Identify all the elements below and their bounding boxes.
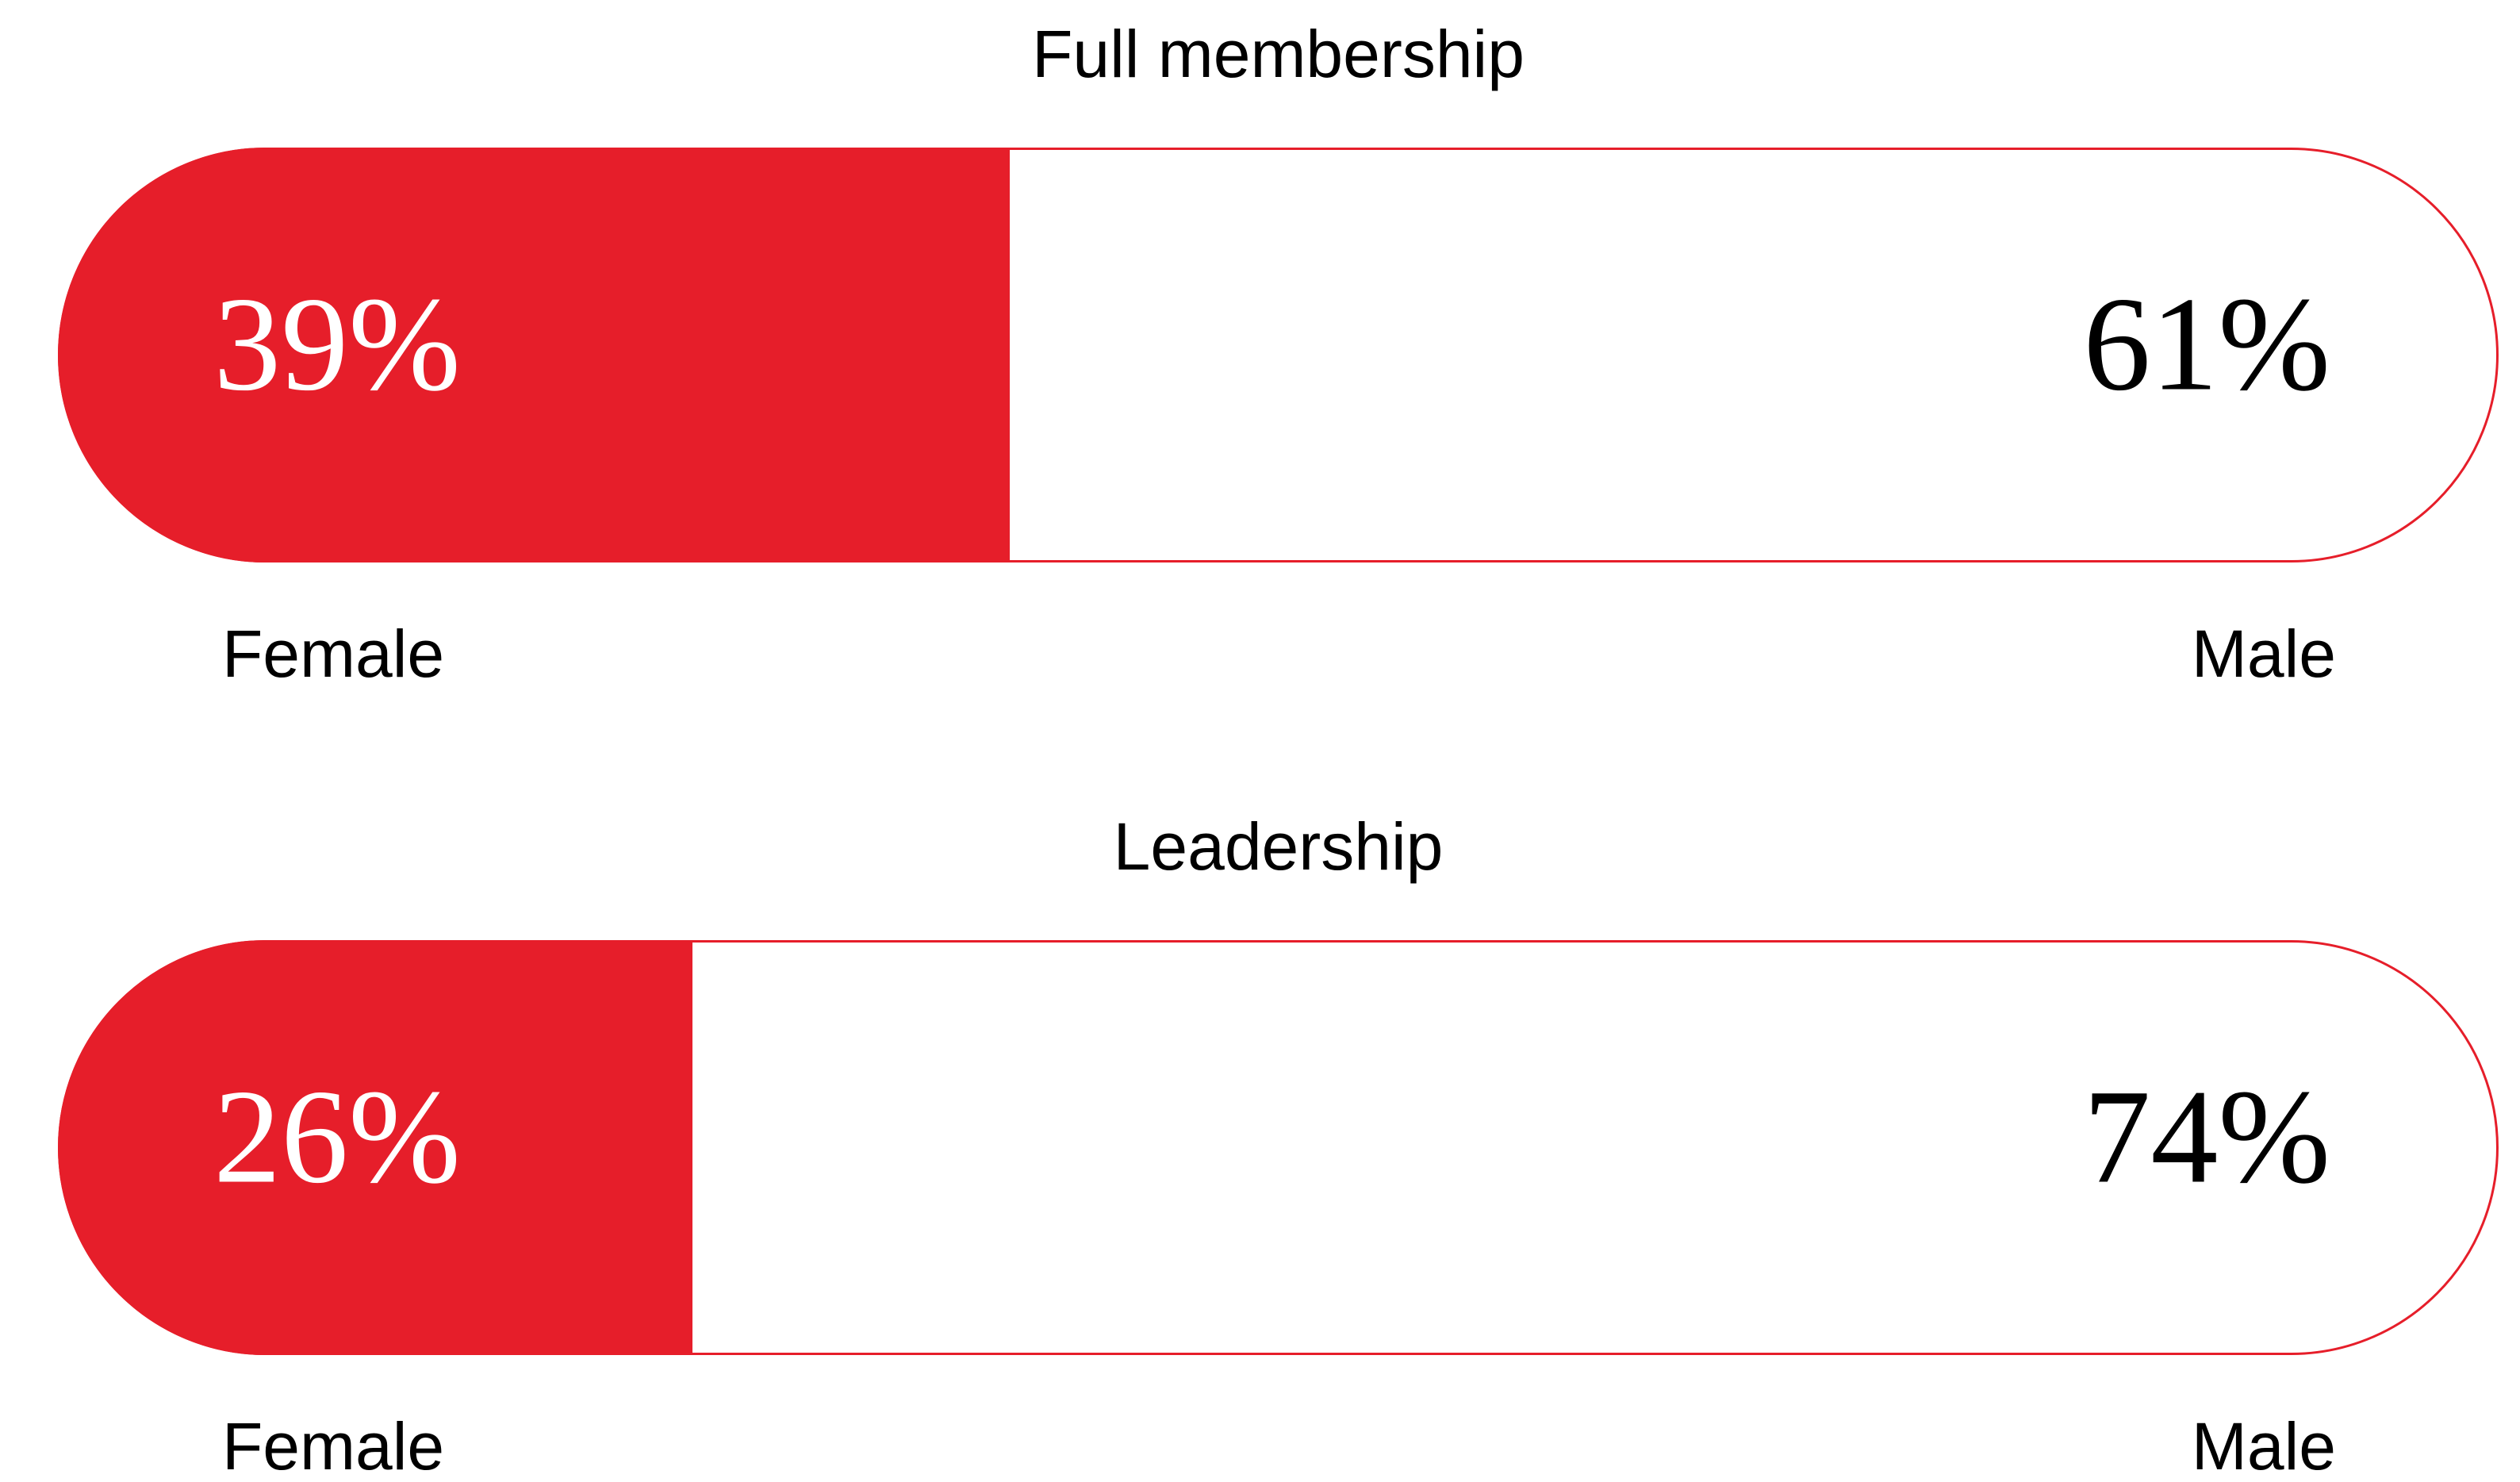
bar-segment xyxy=(58,940,693,1355)
legend-label: Female xyxy=(222,616,444,691)
bar-segment xyxy=(58,148,1011,562)
bar-outline xyxy=(58,148,2499,562)
value-label: 61% xyxy=(2083,270,2330,419)
value-label: 74% xyxy=(2083,1062,2330,1211)
legend-label: Female xyxy=(222,1409,444,1482)
bar-segment xyxy=(692,940,2499,1355)
bar-segment xyxy=(1010,148,2499,562)
bar-group xyxy=(58,148,2499,562)
value-label: 26% xyxy=(213,1062,461,1211)
legend-label: Male xyxy=(2192,616,2336,691)
bar-outline xyxy=(58,940,2499,1355)
bar-group xyxy=(58,940,2499,1355)
chart-title: Leadership xyxy=(1114,809,1444,884)
value-label: 39% xyxy=(213,270,461,419)
chart-title: Full membership xyxy=(1032,17,1525,91)
legend-label: Male xyxy=(2192,1409,2336,1482)
